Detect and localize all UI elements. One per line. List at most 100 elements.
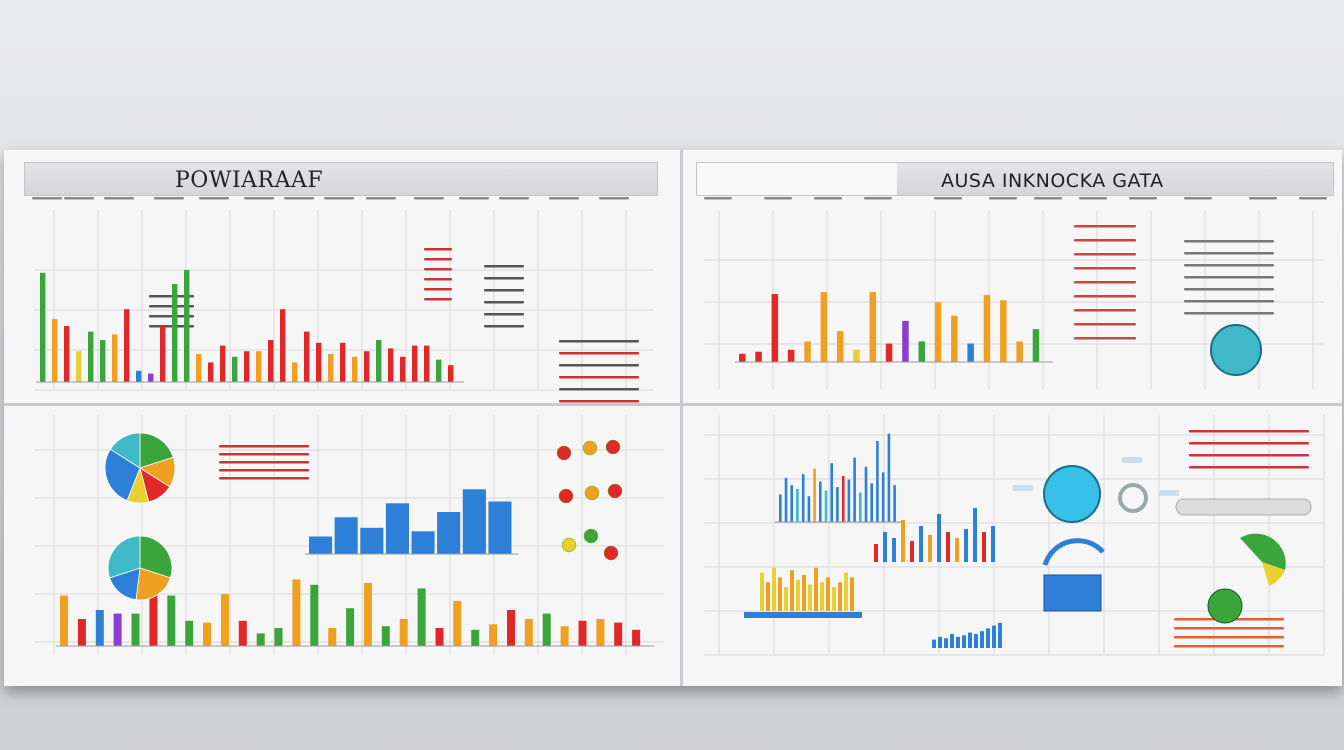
dashboard-charts [32, 197, 1327, 656]
blue-block-bar-4 [411, 531, 435, 555]
hist-a-bar-4 [801, 474, 805, 522]
top-left-bar-6 [112, 334, 118, 382]
bottom-bars-bar-10 [238, 620, 247, 646]
top-left-bar-26 [352, 356, 358, 382]
top-left-bar-14 [208, 362, 214, 382]
hist-c-bar-13 [838, 582, 842, 611]
top-left-bar-27 [364, 351, 370, 382]
hist-a-bar-19 [887, 433, 891, 522]
pie-b-slice-1 [135, 567, 171, 601]
top-right-bar-2 [771, 294, 779, 362]
pie-b-slice-0 [139, 535, 173, 579]
blue-block-bar-0 [309, 536, 333, 554]
bottom-bars-bar-5 [149, 588, 158, 646]
hist-b-bar-4 [910, 541, 914, 562]
hist-c-bar-7 [802, 575, 806, 611]
top-left-bar-20 [280, 309, 286, 382]
top-right-bar-17 [1016, 341, 1023, 362]
top-right-bar-3 [787, 349, 795, 362]
bottom-bars-bar-31 [614, 622, 623, 646]
top-left-bar-23 [316, 342, 322, 382]
hist-a-bar-20 [893, 485, 896, 522]
bottom-bars-bar-9 [220, 593, 229, 646]
gauge-top-right [1210, 324, 1262, 376]
bottom-bars-bar-12 [274, 628, 283, 646]
top-right-bar-11 [918, 341, 925, 362]
top-right-bar-6 [836, 331, 844, 362]
hist-c-bar-14 [844, 572, 848, 611]
hist-d-bar-3 [950, 634, 954, 648]
top-left-bar-7 [124, 309, 130, 382]
bottom-bars-bar-28 [560, 626, 569, 646]
hist-a-bar-8 [824, 490, 828, 522]
top-right-bar-4 [804, 341, 811, 362]
hist-d-bar-2 [944, 638, 948, 648]
hist-b-bar-12 [982, 532, 986, 562]
hist-a-bar-1 [784, 477, 788, 522]
bottom-bars-bar-18 [381, 626, 390, 646]
hist-c-bar-11 [826, 577, 830, 611]
blue-tile [1043, 574, 1102, 612]
bottom-bars-bar-30 [596, 619, 605, 646]
bottom-bars-bar-0 [60, 595, 68, 646]
pie-a-slice-5 [109, 432, 141, 469]
hist-b-bar-11 [973, 508, 977, 562]
top-right-bar-7 [853, 349, 860, 362]
top-left-bar-18 [256, 351, 262, 382]
hist-b-bar-5 [919, 526, 923, 562]
top-right-bar-15 [983, 295, 991, 362]
top-left-bar-34 [448, 365, 454, 382]
top-left-bar-3 [76, 351, 82, 382]
top-left-bar-13 [196, 354, 202, 382]
hist-b-bar-10 [964, 529, 968, 562]
top-left-bar-29 [388, 348, 394, 382]
bottom-bars-bar-3 [113, 613, 122, 646]
top-right-bar-5 [820, 292, 828, 362]
top-left-bar-16 [232, 356, 238, 382]
top-right-bar-14 [967, 343, 974, 362]
bottom-bars-bar-24 [489, 624, 498, 646]
bottom-bars-bar-32 [632, 629, 641, 646]
top-left-bar-33 [436, 359, 442, 382]
bottom-bars-bar-1 [77, 619, 86, 646]
top-right-bar-0 [739, 353, 746, 362]
hist-a-bar-6 [813, 468, 816, 522]
top-left-bar-8 [136, 370, 142, 382]
hist-a-bar-13 [853, 457, 856, 522]
blue-block-bar-6 [462, 489, 486, 555]
pie-slice-right-2 [1262, 562, 1285, 586]
hist-b-bar-8 [946, 532, 950, 562]
fruit-icon-3 [558, 488, 574, 504]
hist-a-bar-18 [881, 472, 885, 522]
title-bar-left: POWIARAAF [24, 162, 658, 196]
top-left-bar-30 [400, 356, 406, 382]
top-left-bar-19 [268, 340, 274, 382]
blue-block-bar-7 [488, 501, 512, 554]
hist-d-bar-4 [956, 636, 960, 648]
bottom-bars-bar-21 [435, 628, 444, 646]
bottom-bars-bar-14 [310, 584, 319, 646]
dashboard-board: POWIARAAF AUSA INKNOCKA GATA [4, 150, 1342, 686]
top-left-bar-17 [244, 351, 250, 382]
hist-c-bar-9 [814, 567, 818, 611]
hist-c-bar-5 [790, 570, 794, 611]
horizontal-divider [4, 403, 1342, 406]
blue-block-bar-2 [360, 527, 384, 555]
bottom-bars-bar-11 [256, 633, 265, 646]
bottom-bars-bar-13 [292, 579, 301, 646]
hist-a-bar-2 [790, 485, 793, 522]
hist-d-bar-9 [986, 628, 990, 648]
top-left-bar-32 [424, 345, 430, 382]
hist-d-bar-11 [998, 622, 1002, 648]
hist-c-base [744, 612, 862, 618]
top-left-bar-9 [148, 373, 154, 382]
top-left-bar-11 [172, 284, 178, 382]
hist-c-bar-1 [766, 582, 770, 611]
fruit-icon-6 [561, 537, 577, 553]
fruit-icon-5 [607, 483, 623, 499]
hist-a-bar-11 [841, 476, 845, 522]
arc-gauge [1042, 538, 1105, 566]
hist-a-bar-15 [864, 466, 868, 522]
top-right-bar-9 [885, 343, 893, 362]
hist-a-bar-14 [859, 492, 862, 522]
